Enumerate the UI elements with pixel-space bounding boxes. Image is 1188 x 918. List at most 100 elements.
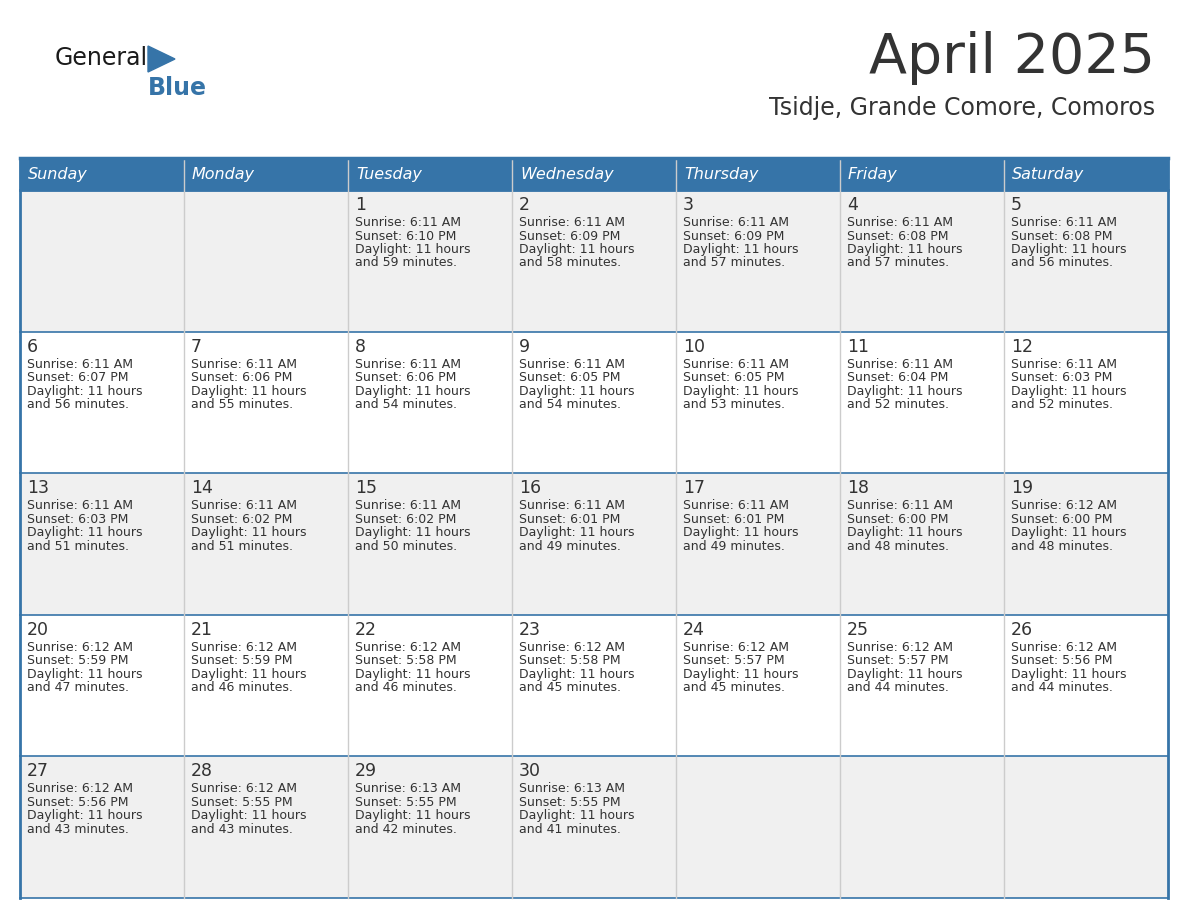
Text: Sunset: 5:58 PM: Sunset: 5:58 PM	[519, 655, 620, 667]
Text: Daylight: 11 hours: Daylight: 11 hours	[519, 810, 634, 823]
Text: Sunset: 6:06 PM: Sunset: 6:06 PM	[355, 371, 456, 384]
Text: Sunrise: 6:12 AM: Sunrise: 6:12 AM	[27, 641, 133, 654]
Text: Daylight: 11 hours: Daylight: 11 hours	[1011, 385, 1126, 397]
Text: and 57 minutes.: and 57 minutes.	[847, 256, 949, 270]
Text: and 51 minutes.: and 51 minutes.	[27, 540, 129, 553]
Text: Sunrise: 6:11 AM: Sunrise: 6:11 AM	[27, 358, 133, 371]
Text: and 56 minutes.: and 56 minutes.	[27, 398, 129, 411]
Text: Sunset: 5:57 PM: Sunset: 5:57 PM	[683, 655, 784, 667]
Bar	[676, 331, 840, 473]
Text: Daylight: 11 hours: Daylight: 11 hours	[683, 385, 798, 397]
Text: Sunrise: 6:12 AM: Sunrise: 6:12 AM	[683, 641, 789, 654]
Text: Sunrise: 6:12 AM: Sunrise: 6:12 AM	[519, 641, 625, 654]
Text: Sunset: 6:02 PM: Sunset: 6:02 PM	[355, 512, 456, 526]
Text: and 49 minutes.: and 49 minutes.	[519, 540, 621, 553]
Text: 2: 2	[519, 196, 530, 214]
Text: 10: 10	[683, 338, 704, 355]
Text: Sunrise: 6:11 AM: Sunrise: 6:11 AM	[191, 358, 297, 371]
Text: Sunrise: 6:11 AM: Sunrise: 6:11 AM	[847, 499, 953, 512]
Text: Tsidje, Grande Comore, Comoros: Tsidje, Grande Comore, Comoros	[769, 96, 1155, 120]
Text: Sunset: 5:55 PM: Sunset: 5:55 PM	[519, 796, 620, 809]
Bar	[184, 190, 348, 331]
Text: and 57 minutes.: and 57 minutes.	[683, 256, 785, 270]
Text: Sunset: 5:55 PM: Sunset: 5:55 PM	[355, 796, 456, 809]
Bar	[20, 331, 184, 473]
Bar	[348, 473, 512, 615]
Text: Friday: Friday	[848, 166, 898, 182]
Text: 26: 26	[1011, 621, 1034, 639]
Text: Daylight: 11 hours: Daylight: 11 hours	[683, 526, 798, 539]
Text: 4: 4	[847, 196, 858, 214]
Text: 5: 5	[1011, 196, 1022, 214]
Text: Sunset: 5:56 PM: Sunset: 5:56 PM	[1011, 655, 1112, 667]
Bar	[676, 190, 840, 331]
Text: and 50 minutes.: and 50 minutes.	[355, 540, 457, 553]
Text: Daylight: 11 hours: Daylight: 11 hours	[27, 385, 143, 397]
Bar	[512, 756, 676, 898]
Text: Sunday: Sunday	[29, 166, 88, 182]
Bar	[348, 756, 512, 898]
Text: 6: 6	[27, 338, 38, 355]
Text: Thursday: Thursday	[684, 166, 758, 182]
Text: Sunset: 6:05 PM: Sunset: 6:05 PM	[519, 371, 620, 384]
Text: Daylight: 11 hours: Daylight: 11 hours	[1011, 243, 1126, 256]
Text: Sunrise: 6:12 AM: Sunrise: 6:12 AM	[355, 641, 461, 654]
Text: 17: 17	[683, 479, 704, 498]
Bar	[20, 615, 184, 756]
Text: Sunset: 6:08 PM: Sunset: 6:08 PM	[847, 230, 948, 242]
Text: and 54 minutes.: and 54 minutes.	[355, 398, 457, 411]
Text: Sunset: 6:10 PM: Sunset: 6:10 PM	[355, 230, 456, 242]
Polygon shape	[148, 46, 175, 72]
Text: Daylight: 11 hours: Daylight: 11 hours	[847, 526, 962, 539]
Text: 19: 19	[1011, 479, 1034, 498]
Text: Sunrise: 6:12 AM: Sunrise: 6:12 AM	[27, 782, 133, 795]
Bar	[512, 331, 676, 473]
Text: Sunrise: 6:11 AM: Sunrise: 6:11 AM	[683, 216, 789, 229]
Text: Sunrise: 6:13 AM: Sunrise: 6:13 AM	[519, 782, 625, 795]
Text: 20: 20	[27, 621, 49, 639]
Bar	[676, 756, 840, 898]
Text: Sunrise: 6:11 AM: Sunrise: 6:11 AM	[683, 358, 789, 371]
Text: Daylight: 11 hours: Daylight: 11 hours	[683, 243, 798, 256]
Text: 23: 23	[519, 621, 541, 639]
Text: 22: 22	[355, 621, 377, 639]
Bar	[840, 756, 1004, 898]
Text: and 53 minutes.: and 53 minutes.	[683, 398, 785, 411]
Text: and 48 minutes.: and 48 minutes.	[847, 540, 949, 553]
Text: Sunrise: 6:13 AM: Sunrise: 6:13 AM	[355, 782, 461, 795]
Text: Sunrise: 6:12 AM: Sunrise: 6:12 AM	[1011, 499, 1117, 512]
Text: and 59 minutes.: and 59 minutes.	[355, 256, 457, 270]
Text: Daylight: 11 hours: Daylight: 11 hours	[847, 243, 962, 256]
Text: Daylight: 11 hours: Daylight: 11 hours	[355, 243, 470, 256]
Text: Daylight: 11 hours: Daylight: 11 hours	[355, 526, 470, 539]
Bar	[512, 190, 676, 331]
Bar	[184, 331, 348, 473]
Text: 29: 29	[355, 763, 377, 780]
Text: Blue: Blue	[148, 76, 207, 100]
Bar	[512, 473, 676, 615]
Text: Sunset: 6:00 PM: Sunset: 6:00 PM	[1011, 512, 1112, 526]
Text: Sunset: 6:09 PM: Sunset: 6:09 PM	[683, 230, 784, 242]
Text: Sunrise: 6:11 AM: Sunrise: 6:11 AM	[1011, 216, 1117, 229]
Text: and 42 minutes.: and 42 minutes.	[355, 823, 457, 836]
Text: and 46 minutes.: and 46 minutes.	[191, 681, 293, 694]
Text: Sunset: 6:07 PM: Sunset: 6:07 PM	[27, 371, 128, 384]
Text: Daylight: 11 hours: Daylight: 11 hours	[191, 810, 307, 823]
Text: Sunset: 6:08 PM: Sunset: 6:08 PM	[1011, 230, 1112, 242]
Text: 30: 30	[519, 763, 541, 780]
Text: Daylight: 11 hours: Daylight: 11 hours	[27, 667, 143, 681]
Text: Daylight: 11 hours: Daylight: 11 hours	[1011, 526, 1126, 539]
Bar	[676, 615, 840, 756]
Text: Sunrise: 6:11 AM: Sunrise: 6:11 AM	[355, 358, 461, 371]
Text: Sunset: 6:02 PM: Sunset: 6:02 PM	[191, 512, 292, 526]
Text: and 49 minutes.: and 49 minutes.	[683, 540, 785, 553]
Bar	[348, 331, 512, 473]
Text: and 46 minutes.: and 46 minutes.	[355, 681, 457, 694]
Text: Wednesday: Wednesday	[520, 166, 614, 182]
Text: Sunrise: 6:11 AM: Sunrise: 6:11 AM	[355, 499, 461, 512]
Text: 3: 3	[683, 196, 694, 214]
Text: Sunset: 6:01 PM: Sunset: 6:01 PM	[683, 512, 784, 526]
Text: 25: 25	[847, 621, 868, 639]
Bar	[840, 190, 1004, 331]
Text: 9: 9	[519, 338, 530, 355]
